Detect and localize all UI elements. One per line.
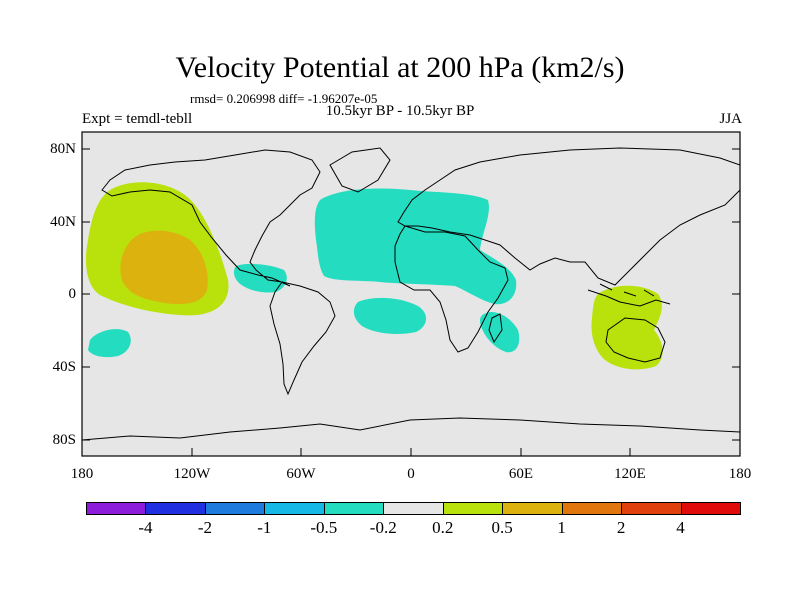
contour-positive-south-pacific [88, 329, 131, 358]
colorbar-label: -1 [257, 518, 272, 537]
contour-negative-south-atlantic [353, 297, 427, 334]
colorbar-label: 4 [676, 518, 685, 537]
colorbar-label: 1 [557, 518, 566, 537]
colorbar-cell [264, 502, 325, 515]
colorbar-label: 0.5 [491, 518, 513, 537]
coastlines [82, 147, 740, 441]
y-tick-label: 40N [50, 214, 76, 230]
x-tick-label: 180 [70, 466, 94, 482]
tick-marks [82, 148, 740, 456]
y-tick-label: 80S [52, 432, 76, 448]
colorbar-label: 0.2 [432, 518, 454, 537]
y-tick-label: 80N [50, 141, 76, 157]
colorbar-cell [680, 502, 741, 515]
colorbar-cell [323, 502, 385, 515]
south-america-coast [269, 281, 336, 396]
colorbar-label: 2 [616, 518, 626, 537]
contour-negative-caribbean [233, 263, 287, 293]
season-label: JJA [719, 111, 742, 127]
madagascar-coast [488, 313, 503, 344]
colorbar-cell [621, 502, 682, 515]
x-tick-label: 0 [407, 466, 415, 482]
contour-negative-atlantic-africa [314, 188, 517, 305]
colorbar-label: -0.2 [369, 518, 397, 537]
indonesia-coast [587, 283, 671, 307]
contour-negative-madagascar [480, 311, 520, 353]
y-tick-label: 0 [68, 286, 77, 302]
colorbar-cell [502, 502, 563, 515]
colorbar-cell [561, 502, 623, 515]
colorbar-cell [204, 502, 266, 515]
x-tick-label: 60E [508, 466, 534, 482]
north-america-coast [101, 149, 321, 287]
y-tick-label: 40S [52, 359, 76, 375]
africa-coast [394, 225, 509, 353]
australia-coast [605, 317, 666, 363]
colorbar-cell [383, 502, 444, 515]
eurasia-coast [397, 147, 740, 286]
colorbar-label: -2 [197, 518, 212, 537]
x-tick-label: 120E [614, 466, 646, 482]
antarctica-coast [82, 417, 740, 441]
colorbar-cell [145, 502, 206, 515]
map-frame [81, 131, 741, 457]
x-tick-label: 60W [286, 466, 316, 482]
stats-line: rmsd= 0.206998 diff= -1.96207e-05 [190, 91, 378, 106]
contour-strong-pacific [120, 230, 208, 305]
colorbar-label: -4 [138, 518, 153, 537]
experiment-label: Expt = temdl-tebll [82, 111, 193, 127]
contour-positive-maritime [591, 285, 663, 370]
x-tick-label: 180 [728, 466, 752, 482]
x-tick-label: 120W [173, 466, 211, 482]
map-title: Velocity Potential at 200 hPa (km2/s) [175, 51, 625, 84]
period-label: 10.5kyr BP - 10.5kyr BP [325, 103, 475, 119]
colorbar-cell [86, 502, 147, 515]
colorbar-cell [442, 502, 504, 515]
colorbar-label: -0.5 [310, 518, 338, 537]
greenland-coast [329, 147, 391, 193]
